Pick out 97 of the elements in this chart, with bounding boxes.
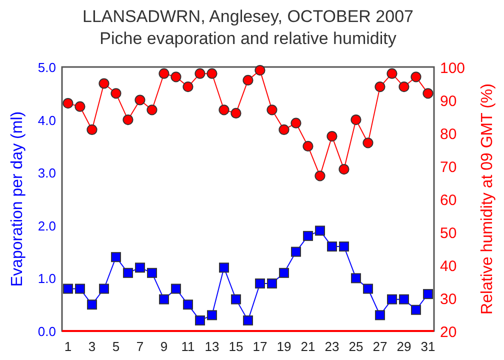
x-tick-label: 17 <box>252 339 268 354</box>
point <box>170 72 182 82</box>
point <box>255 278 265 288</box>
point <box>302 140 314 152</box>
point <box>422 88 434 99</box>
x-tick-label: 11 <box>181 339 195 354</box>
x-tick-label: 25 <box>348 339 364 354</box>
y-tick-label: 0.0 <box>38 324 56 339</box>
point <box>75 284 85 294</box>
x-tick-label: 3 <box>88 339 96 354</box>
point <box>183 300 193 310</box>
point <box>338 164 350 175</box>
point <box>206 68 218 79</box>
x-tick-label: 5 <box>112 339 120 354</box>
point <box>74 101 86 112</box>
point <box>350 114 362 126</box>
y-tick-label: 2.0 <box>38 218 56 234</box>
y2-tick-label: 50 <box>440 225 457 242</box>
x-tick-label: 29 <box>396 339 412 354</box>
point <box>266 104 278 116</box>
point <box>290 118 302 128</box>
point <box>146 104 158 116</box>
point <box>267 278 277 288</box>
point <box>87 300 97 310</box>
x-tick-label: 23 <box>324 339 340 354</box>
y2-tick-label: 80 <box>440 126 457 143</box>
point <box>278 124 290 135</box>
point <box>374 82 386 92</box>
point <box>351 273 361 284</box>
point <box>111 252 121 262</box>
point <box>207 310 217 320</box>
x-tick-label: 7 <box>136 339 144 354</box>
point <box>386 68 398 79</box>
x-tick-label: 9 <box>160 339 168 354</box>
x-tick-label: 13 <box>204 339 220 354</box>
point <box>423 289 433 300</box>
point <box>242 74 254 86</box>
point <box>147 268 157 278</box>
point <box>63 284 73 294</box>
point <box>243 315 253 326</box>
y2-tick-label: 70 <box>440 159 457 176</box>
point <box>194 68 206 79</box>
point <box>99 284 109 294</box>
point <box>399 294 409 304</box>
point <box>326 131 338 142</box>
point <box>410 72 422 82</box>
point <box>387 294 397 304</box>
point <box>327 242 337 252</box>
point <box>315 226 325 236</box>
point <box>398 82 410 92</box>
y2-tick-label: 30 <box>440 291 457 308</box>
point <box>122 114 134 126</box>
point <box>98 78 110 89</box>
y2-tick-label: 40 <box>440 258 457 275</box>
point <box>158 68 170 79</box>
point <box>254 65 266 76</box>
point <box>134 94 146 106</box>
y2-tick-label: 100 <box>440 60 466 77</box>
point <box>218 104 230 116</box>
point <box>195 315 205 326</box>
chart-subtitle: Piche evaporation and relative humidity <box>100 29 397 48</box>
point <box>339 242 349 252</box>
x-tick-label: 19 <box>276 339 292 354</box>
point <box>135 262 145 273</box>
x-tick-label: 15 <box>228 339 244 354</box>
point <box>231 294 241 304</box>
point <box>159 294 169 304</box>
y-tick-label: 5.0 <box>38 60 56 75</box>
point <box>219 262 229 273</box>
y-axis-title: Evaporation per day (ml) <box>9 111 26 287</box>
x-tick-label: 1 <box>64 339 72 354</box>
point <box>279 268 289 278</box>
y-tick-label: 3.0 <box>38 166 56 181</box>
chart-title: LLANSADWRN, Anglesey, OCTOBER 2007 <box>82 7 414 26</box>
point <box>362 138 374 148</box>
point <box>314 170 326 182</box>
point <box>375 310 385 320</box>
y2-tick-label: 20 <box>440 324 457 341</box>
y-tick-label: 4.0 <box>38 112 56 128</box>
point <box>363 284 373 294</box>
x-tick-label: 21 <box>300 339 316 354</box>
point <box>182 82 194 92</box>
point <box>411 304 421 315</box>
point <box>123 268 133 278</box>
point <box>110 88 122 99</box>
point <box>86 124 98 135</box>
point <box>291 246 301 257</box>
point <box>303 230 313 241</box>
y2-tick-label: 60 <box>440 192 457 209</box>
x-tick-label: 27 <box>372 339 388 354</box>
y2-tick-label: 90 <box>440 93 457 110</box>
point <box>62 98 74 109</box>
x-tick-label: 31 <box>420 339 436 354</box>
point <box>171 284 181 294</box>
point <box>230 108 242 118</box>
y2-axis-title: Relative humidity at 09 GMT (%) <box>479 84 496 314</box>
y-tick-label: 1.0 <box>38 271 56 286</box>
